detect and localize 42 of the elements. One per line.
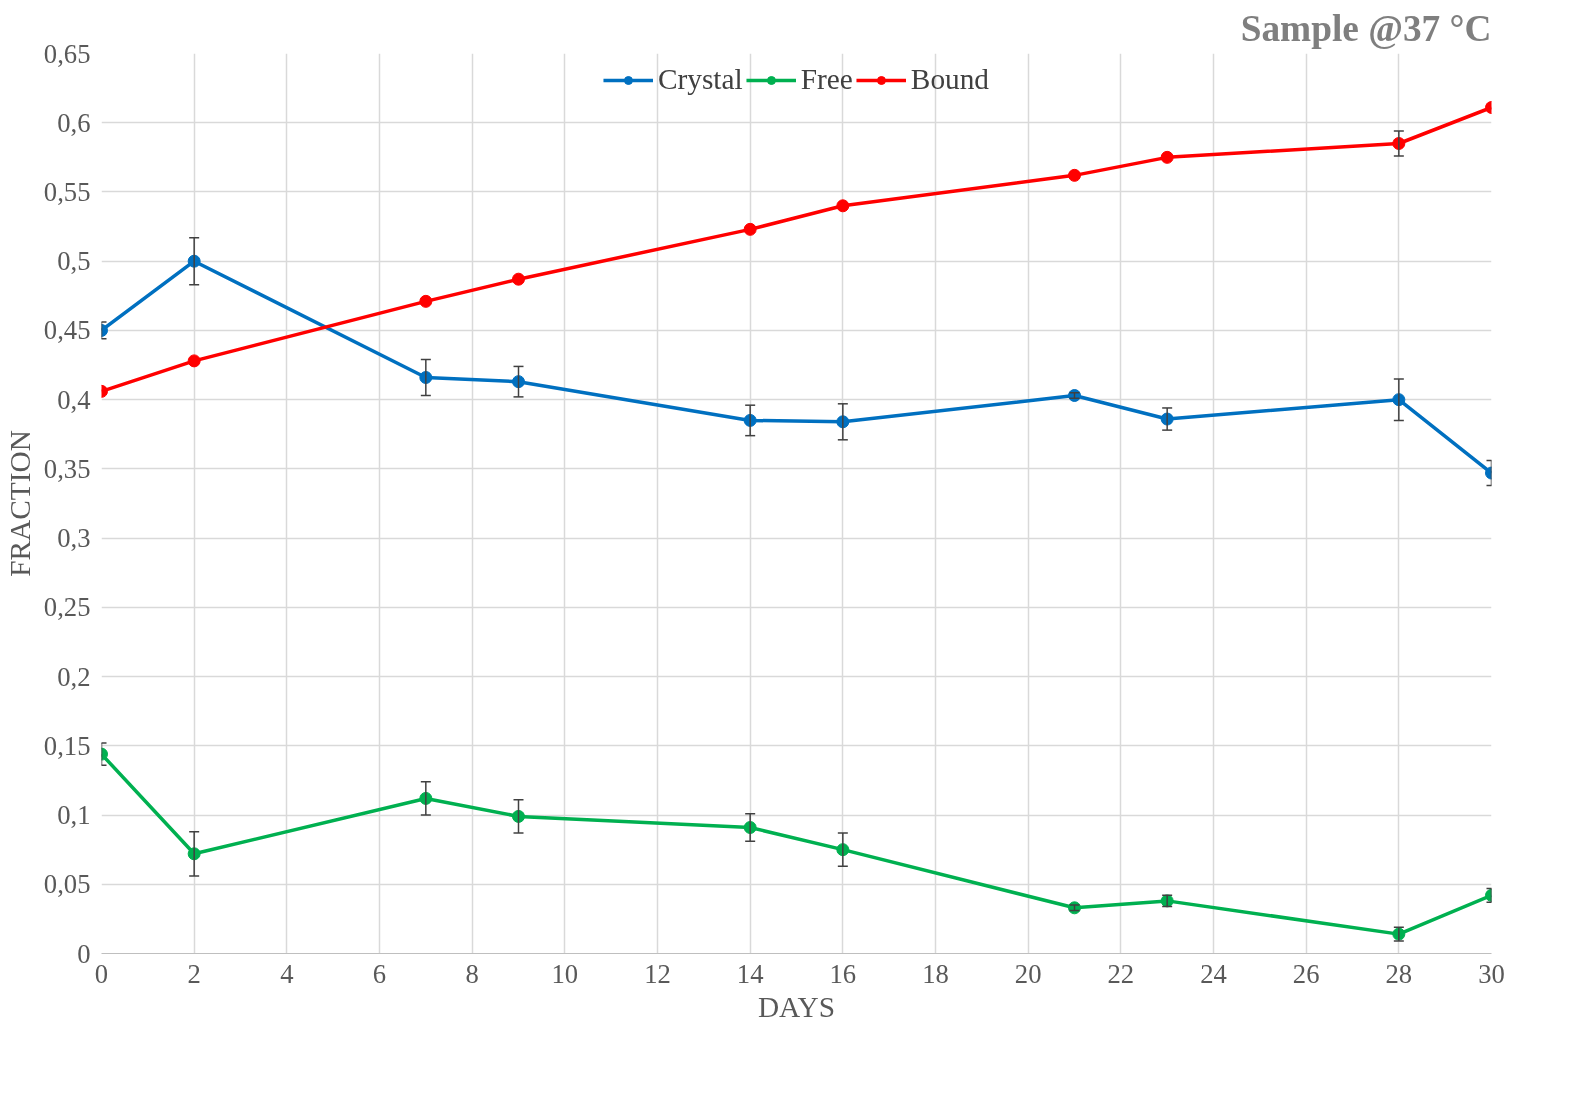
y-axis-title: FRACTION [3,430,36,577]
point [512,272,525,286]
x-tick-label: 22 [1107,958,1135,989]
x-tick-label: 4 [280,958,294,989]
x-tick-label: 12 [644,958,671,989]
x-tick-label: 8 [465,958,479,989]
y-tick-label: 0,05 [43,869,91,900]
y-tick-label: 0,15 [43,730,91,761]
x-axis-title: DAYS [757,990,836,1023]
legend-label: Crystal [657,63,743,96]
point [419,294,433,308]
x-tick-label: 2 [187,958,201,989]
y-tick-label: 0,25 [43,592,91,623]
x-tick-label: 28 [1385,958,1413,989]
y-tick-label: 0,55 [43,176,91,207]
chart-title: Sample @37 °C [1240,7,1492,49]
point [836,199,850,213]
x-tick-label: 26 [1292,958,1320,989]
point [1160,150,1174,164]
y-tick-label: 0,5 [57,246,91,277]
y-tick-label: 0,65 [43,38,91,69]
x-tick-label: 18 [922,958,949,989]
x-tick-label: 14 [736,958,764,989]
y-tick-label: 0,35 [43,453,91,484]
x-tick-label: 30 [1478,958,1505,989]
y-tick-label: 0,1 [57,800,91,831]
x-tick-label: 20 [1014,958,1042,989]
y-tick-label: 0 [77,938,91,969]
legend-label: Free [800,63,853,96]
x-tick-label: 6 [372,958,387,989]
x-tick-label: 10 [551,958,579,989]
point [187,354,201,368]
point [1068,168,1081,182]
point [743,222,757,236]
y-tick-label: 0,3 [57,523,91,554]
y-tick-label: 0,45 [43,315,91,346]
legend-label: Bound [910,63,990,96]
y-tick-label: 0,4 [57,384,91,415]
x-tick-label: 16 [829,958,857,989]
x-tick-label: 24 [1200,958,1227,989]
y-tick-label: 0,2 [57,661,91,692]
y-tick-label: 0,6 [57,107,91,138]
